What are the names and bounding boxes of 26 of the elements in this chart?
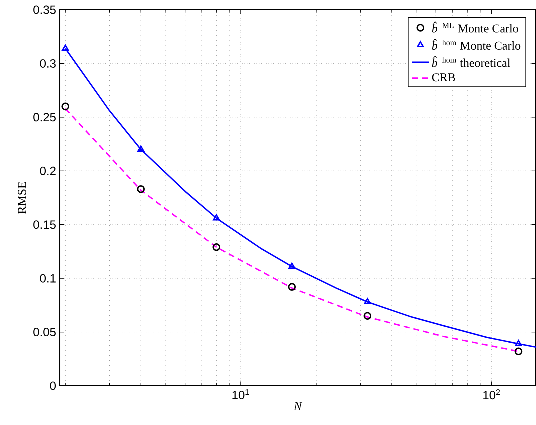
y-tick-label: 0.35 (34, 6, 56, 14)
point (138, 146, 145, 152)
point (288, 262, 296, 270)
legend-label: b̂$^{ML}$ Monte Carlo (432, 22, 518, 33)
y-tick-label: 0.15 (34, 220, 56, 230)
point (62, 102, 70, 111)
legend-label: b̂$^{hom}$ Monte Carlo (432, 39, 521, 50)
legend-label: CRB (432, 74, 456, 82)
point (364, 312, 372, 320)
y-tick-label: 0.1 (40, 274, 56, 283)
x-tick-label: 10$^{2}$ (484, 390, 500, 400)
point (137, 185, 146, 194)
line-series (64, 108, 520, 352)
y-axis-title: RMSE (18, 182, 26, 214)
y-tick-label: 0.2 (40, 166, 56, 176)
point (213, 214, 220, 221)
y-tick-label: 0.25 (34, 113, 56, 122)
y-tick-label: 0.05 (34, 328, 56, 337)
legend-label: b̂$^{hom}$ theoretical (432, 56, 510, 68)
point (364, 298, 372, 304)
point (288, 283, 296, 292)
x-tick-label: 10$^{1}$ (232, 390, 250, 400)
x-axis-title: N (294, 402, 303, 410)
point (212, 244, 221, 252)
y-tick-label: 0.3 (40, 59, 56, 68)
y-tick-label: 0 (50, 382, 56, 390)
